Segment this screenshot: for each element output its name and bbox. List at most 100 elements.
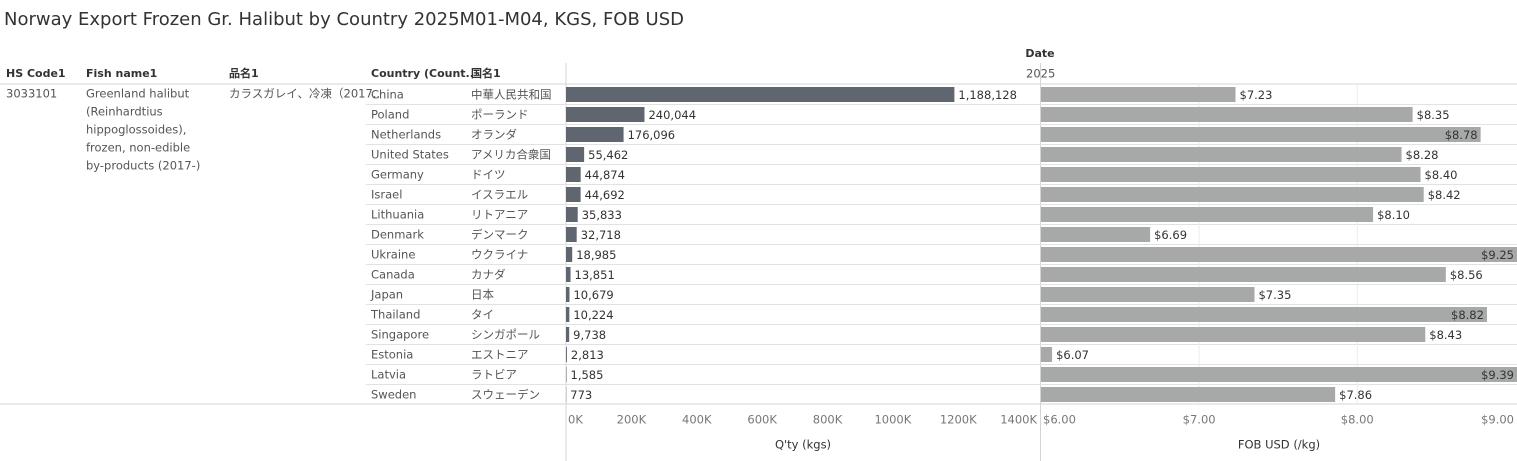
bar	[1041, 267, 1446, 282]
fish-name-line: by-products (2017-)	[86, 159, 200, 173]
value-label: $8.42	[1428, 188, 1461, 202]
x-axis-title: FOB USD (/kg)	[1238, 438, 1320, 452]
country-ja: タイ	[471, 308, 494, 322]
x-tick-label: $6.00	[1043, 413, 1076, 427]
country: Ukraine	[371, 248, 415, 262]
value-label: 1,585	[571, 368, 604, 382]
country: Latvia	[371, 368, 406, 382]
country: Denmark	[371, 228, 424, 242]
header-fish-name: Fish name1	[86, 67, 157, 80]
value-label: 35,833	[582, 208, 622, 222]
value-label: 44,692	[585, 188, 625, 202]
value-label: $8.10	[1377, 208, 1410, 222]
country-ja: カナダ	[471, 268, 506, 282]
value-label: $6.69	[1154, 228, 1187, 242]
country: Poland	[371, 108, 409, 122]
x-tick-label: 800K	[813, 413, 843, 427]
bar	[566, 347, 567, 362]
value-label: $8.43	[1429, 328, 1462, 342]
country: Estonia	[371, 348, 413, 362]
value-label: $8.56	[1450, 268, 1483, 282]
country: United States	[371, 148, 449, 162]
bar	[1041, 187, 1424, 202]
country: Japan	[370, 288, 403, 302]
bar	[1041, 247, 1517, 262]
country-ja: リトアニア	[471, 208, 528, 222]
bar	[566, 367, 567, 382]
bar	[1041, 287, 1255, 302]
bar	[1041, 107, 1413, 122]
x-tick-label: 600K	[747, 413, 777, 427]
header-country-ja: 国名1	[471, 66, 501, 80]
country-ja: スウェーデン	[471, 388, 540, 402]
x-tick-label: $7.00	[1183, 413, 1216, 427]
country: Germany	[371, 168, 424, 182]
bar	[566, 227, 577, 242]
country: Thailand	[370, 308, 420, 322]
value-label: 32,718	[581, 228, 621, 242]
x-tick-label: 0K	[568, 413, 583, 427]
country-ja: 中華人民共和国	[471, 88, 552, 102]
bar	[1041, 327, 1426, 342]
country-ja: デンマーク	[471, 228, 529, 242]
bar	[1041, 387, 1336, 402]
value-label: 2,813	[571, 348, 604, 362]
value-label: $6.07	[1056, 348, 1089, 362]
value-label: 240,044	[648, 108, 696, 122]
header-hs-code: HS Code1	[6, 67, 66, 80]
bar	[566, 327, 570, 342]
x-tick-label: 1000K	[874, 413, 911, 427]
header-country: Country (Count..	[371, 67, 474, 80]
country-ja: オランダ	[471, 128, 517, 142]
hs-code: 3033101	[6, 87, 57, 101]
fish-name-line: (Reinhardtius	[86, 105, 163, 119]
country: Sweden	[371, 388, 416, 402]
country: Israel	[371, 188, 402, 202]
country: Singapore	[371, 328, 429, 342]
value-label: $8.40	[1425, 168, 1458, 182]
value-label: $8.35	[1417, 108, 1450, 122]
value-label: $8.28	[1406, 148, 1439, 162]
bar	[1041, 87, 1236, 102]
value-label: $8.82	[1451, 308, 1484, 322]
value-label: $7.35	[1258, 288, 1291, 302]
value-label: 10,679	[573, 288, 613, 302]
bar	[1041, 227, 1151, 242]
bar-group	[1041, 87, 1517, 402]
bar	[1041, 367, 1517, 382]
bar	[1041, 127, 1481, 142]
country-ja: 日本	[471, 288, 494, 302]
bar	[566, 107, 645, 122]
title: Norway Export Frozen Gr. Halibut by Coun…	[4, 9, 684, 30]
bar	[566, 207, 578, 222]
value-label: 18,985	[576, 248, 616, 262]
bar-group	[566, 87, 955, 402]
x-tick-label: $8.00	[1341, 413, 1374, 427]
fish-name-line: Greenland halibut	[86, 87, 190, 101]
bar	[566, 87, 955, 102]
country-ja: アメリカ合衆国	[471, 148, 551, 162]
value-label: $8.78	[1445, 128, 1478, 142]
header-product: 品名1	[229, 66, 259, 80]
value-label: $7.23	[1240, 88, 1273, 102]
country: Lithuania	[371, 208, 424, 222]
bar	[1041, 307, 1487, 322]
value-label: 9,738	[573, 328, 606, 342]
value-label: 44,874	[585, 168, 625, 182]
x-tick-label: 1400K	[1000, 413, 1037, 427]
bar	[566, 247, 573, 262]
value-label: 55,462	[588, 148, 628, 162]
country: China	[371, 88, 404, 102]
bar	[1041, 207, 1374, 222]
date-header: Date	[1025, 47, 1054, 60]
x-tick-label: $9.00	[1481, 413, 1514, 427]
x-tick-label: 1200K	[940, 413, 977, 427]
bar	[1041, 167, 1421, 182]
value-label: $9.25	[1481, 248, 1514, 262]
country: Netherlands	[371, 128, 441, 142]
value-label: $7.86	[1339, 388, 1372, 402]
value-label: 10,224	[573, 308, 613, 322]
bar	[1041, 347, 1053, 362]
bar	[566, 187, 581, 202]
